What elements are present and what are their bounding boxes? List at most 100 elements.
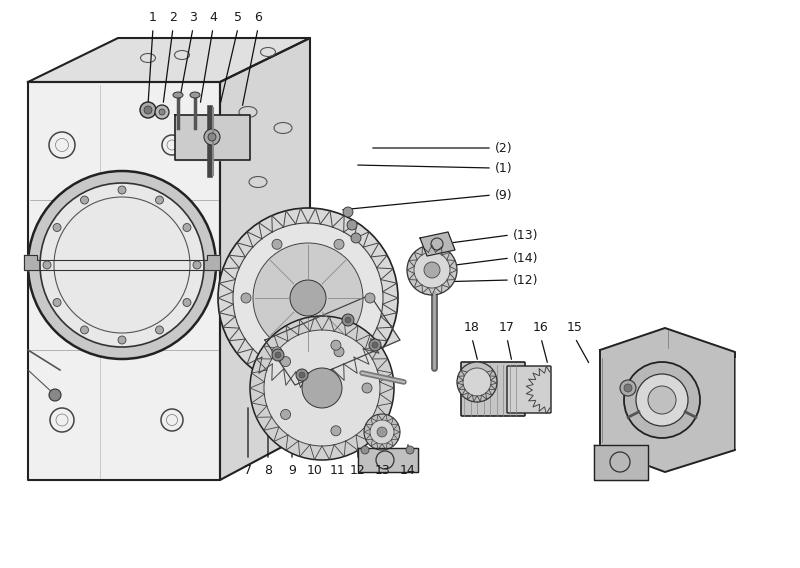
Circle shape xyxy=(275,352,281,358)
Circle shape xyxy=(81,196,89,204)
Text: (13): (13) xyxy=(513,228,538,241)
Text: 4: 4 xyxy=(209,11,217,24)
Polygon shape xyxy=(220,38,310,480)
Text: 11: 11 xyxy=(330,464,346,477)
Text: 13: 13 xyxy=(375,464,391,477)
Circle shape xyxy=(361,446,369,454)
Text: 17: 17 xyxy=(499,321,515,334)
Text: 5: 5 xyxy=(234,11,242,24)
Circle shape xyxy=(365,293,375,303)
Circle shape xyxy=(299,372,305,378)
Circle shape xyxy=(342,314,354,326)
Polygon shape xyxy=(594,445,648,480)
Circle shape xyxy=(302,368,342,408)
FancyBboxPatch shape xyxy=(461,362,525,416)
Text: (14): (14) xyxy=(513,252,538,265)
Circle shape xyxy=(53,223,61,232)
Polygon shape xyxy=(24,255,220,270)
Circle shape xyxy=(364,414,400,450)
Ellipse shape xyxy=(190,92,200,98)
Circle shape xyxy=(343,207,353,217)
Circle shape xyxy=(144,106,152,114)
Circle shape xyxy=(140,102,156,118)
Circle shape xyxy=(43,261,51,269)
Text: 15: 15 xyxy=(567,321,583,334)
Circle shape xyxy=(424,262,440,278)
Circle shape xyxy=(407,245,457,295)
Text: 3: 3 xyxy=(189,11,197,24)
Circle shape xyxy=(334,239,344,249)
Text: (9): (9) xyxy=(495,189,513,202)
Polygon shape xyxy=(175,115,250,160)
Circle shape xyxy=(204,129,220,145)
Polygon shape xyxy=(28,82,220,480)
Text: (2): (2) xyxy=(495,141,513,154)
Circle shape xyxy=(183,223,191,232)
Circle shape xyxy=(28,171,216,359)
Circle shape xyxy=(372,342,378,348)
Circle shape xyxy=(155,105,169,119)
Circle shape xyxy=(345,317,351,323)
Polygon shape xyxy=(358,448,418,472)
Circle shape xyxy=(624,362,700,438)
Circle shape xyxy=(457,362,497,402)
Polygon shape xyxy=(28,38,310,82)
Circle shape xyxy=(334,346,344,357)
Polygon shape xyxy=(265,295,400,385)
Circle shape xyxy=(636,374,688,426)
Text: 2: 2 xyxy=(169,11,177,24)
Text: (12): (12) xyxy=(513,274,538,286)
Circle shape xyxy=(331,340,341,350)
Circle shape xyxy=(159,109,165,115)
Text: (1): (1) xyxy=(495,161,513,174)
Text: 7: 7 xyxy=(244,464,252,477)
Circle shape xyxy=(81,326,89,334)
Circle shape xyxy=(193,261,201,269)
Circle shape xyxy=(463,368,491,396)
Circle shape xyxy=(351,233,361,243)
Circle shape xyxy=(296,369,308,381)
Circle shape xyxy=(118,186,126,194)
Text: 12: 12 xyxy=(350,464,366,477)
Circle shape xyxy=(241,293,251,303)
Ellipse shape xyxy=(173,92,183,98)
FancyBboxPatch shape xyxy=(507,366,551,413)
Text: 16: 16 xyxy=(533,321,549,334)
Circle shape xyxy=(290,280,326,316)
Circle shape xyxy=(362,383,372,393)
Circle shape xyxy=(624,384,632,392)
Circle shape xyxy=(253,243,363,353)
Circle shape xyxy=(250,316,394,460)
Circle shape xyxy=(53,299,61,307)
Circle shape xyxy=(370,420,394,444)
Circle shape xyxy=(620,380,636,396)
Circle shape xyxy=(233,223,383,373)
Circle shape xyxy=(208,133,216,141)
Circle shape xyxy=(272,349,284,361)
Text: 1: 1 xyxy=(149,11,157,24)
Text: 9: 9 xyxy=(288,464,296,477)
Circle shape xyxy=(218,208,398,388)
Polygon shape xyxy=(420,232,455,256)
Circle shape xyxy=(40,183,204,347)
Circle shape xyxy=(369,339,381,351)
Circle shape xyxy=(49,389,61,401)
Circle shape xyxy=(281,410,290,419)
Circle shape xyxy=(272,346,282,357)
Circle shape xyxy=(377,427,387,437)
Text: 6: 6 xyxy=(254,11,262,24)
Circle shape xyxy=(264,330,380,446)
Circle shape xyxy=(183,299,191,307)
Circle shape xyxy=(414,252,450,288)
Text: 18: 18 xyxy=(464,321,480,334)
Circle shape xyxy=(272,239,282,249)
Text: 14: 14 xyxy=(400,464,416,477)
Text: 8: 8 xyxy=(264,464,272,477)
Circle shape xyxy=(155,196,163,204)
Circle shape xyxy=(406,446,414,454)
Text: 10: 10 xyxy=(307,464,323,477)
Circle shape xyxy=(347,220,357,230)
Polygon shape xyxy=(600,328,735,472)
Circle shape xyxy=(281,357,290,366)
Circle shape xyxy=(331,426,341,436)
